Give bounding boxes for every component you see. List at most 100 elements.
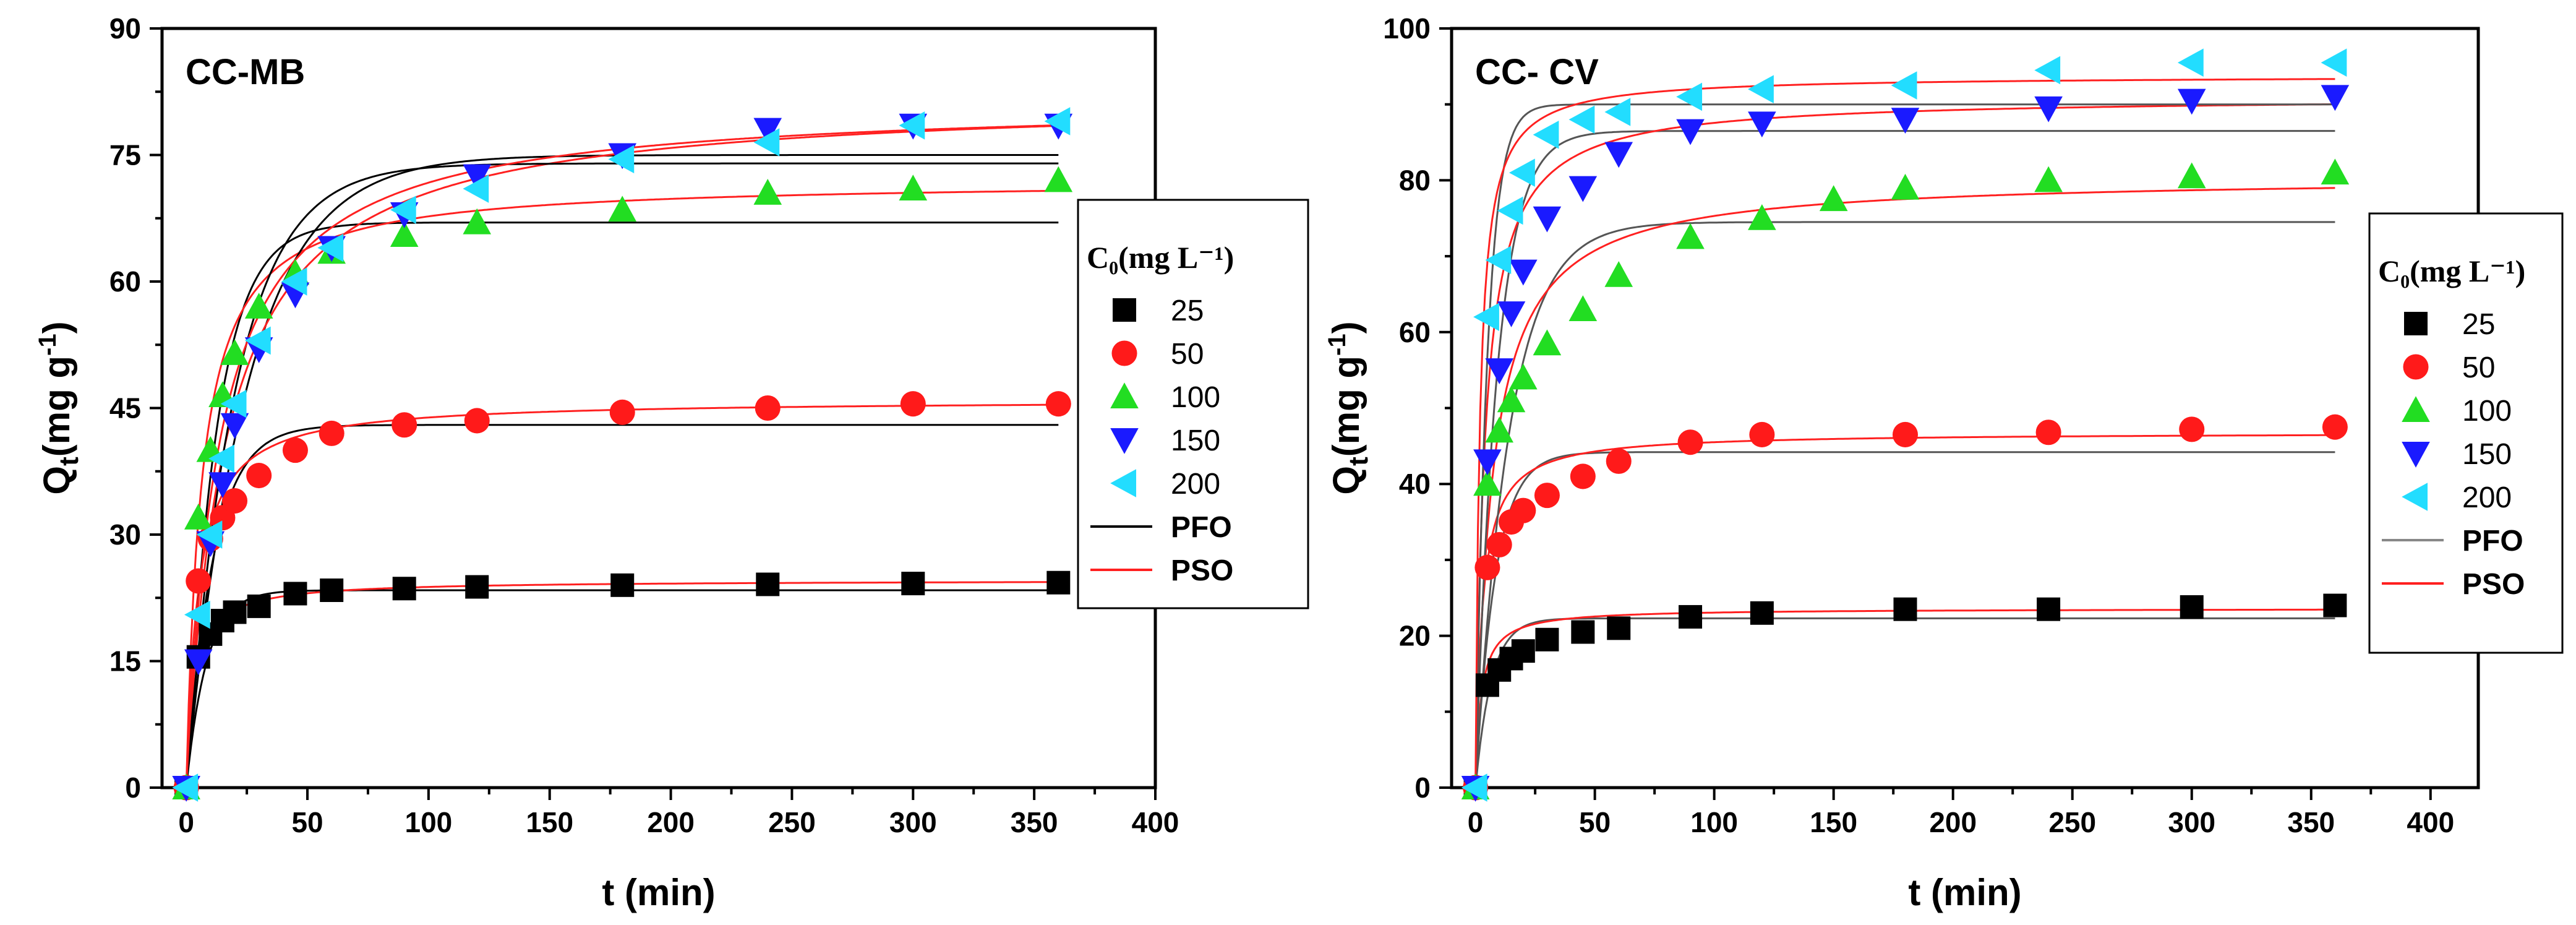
y-axis-title: Qt(mg g-1): [34, 321, 84, 494]
point-25: [756, 572, 780, 596]
point-150: [463, 164, 492, 191]
x-tick-label: 200: [1929, 806, 1977, 838]
point-200: [753, 128, 780, 157]
point-25: [283, 582, 307, 606]
point-100: [1473, 470, 1502, 496]
point-25: [1893, 597, 1917, 621]
point-100: [1509, 363, 1538, 390]
point-200: [608, 145, 635, 174]
point-50: [609, 399, 635, 425]
point-50: [1510, 497, 1536, 523]
point-200: [1509, 158, 1535, 187]
point-200: [2177, 48, 2204, 77]
legend-label-100: 100: [2462, 395, 2512, 428]
legend-title: C₀(mg L⁻¹): [2378, 254, 2525, 288]
point-50: [186, 568, 212, 594]
point-150: [1676, 119, 1705, 145]
legend: C₀(mg L⁻¹) 25 50 100 150 200 PFO PSO: [1077, 199, 1309, 609]
point-25: [465, 575, 489, 599]
pfo-curve-100: [185, 222, 1059, 788]
panel-title: CC- CV: [1475, 52, 1599, 92]
y-tick-label: 20: [1399, 620, 1431, 652]
legend-label-150: 150: [2462, 438, 2512, 471]
point-100: [1748, 204, 1776, 230]
x-tick-label: 100: [1690, 806, 1738, 838]
point-50: [392, 412, 417, 438]
legend-label-50: 50: [1171, 338, 1204, 371]
pso-curve-200: [185, 124, 1059, 788]
point-200: [1748, 75, 1774, 103]
x-tick-label: 250: [2048, 806, 2096, 838]
pfo-curve-25: [185, 589, 1059, 788]
legend-label-PFO: PFO: [2462, 525, 2523, 557]
pfo-curve-50: [185, 424, 1059, 788]
point-25: [901, 572, 925, 596]
point-100: [220, 339, 249, 365]
point-100: [1819, 185, 1848, 212]
point-50: [464, 408, 490, 434]
y-tick-label: 90: [109, 12, 141, 45]
point-100: [2321, 158, 2350, 185]
x-tick-label: 50: [291, 806, 323, 838]
legend: C₀(mg L⁻¹) 25 50 100 150 200 PFO PSO: [2368, 212, 2564, 654]
point-150: [2177, 88, 2206, 115]
chart-panel-1: 0 50 100 150 200 250 300 350 400 0 15 30 45 60 75 90 t (…: [34, 12, 1309, 913]
point-100: [244, 293, 273, 319]
x-tick-label: 250: [768, 806, 816, 838]
legend-marker-150: [1110, 428, 1139, 454]
data-points: [1461, 48, 2350, 802]
point-200: [184, 600, 210, 629]
point-100: [390, 221, 419, 247]
point-25: [2323, 593, 2347, 617]
point-50: [282, 437, 308, 463]
y-tick-label: 75: [109, 139, 141, 171]
point-200: [1473, 303, 1499, 332]
legend-marker-25: [2404, 312, 2428, 335]
point-200: [1891, 71, 1917, 100]
point-50: [1677, 429, 1703, 455]
point-25: [1511, 639, 1535, 663]
point-150: [208, 472, 237, 498]
point-200: [1676, 82, 1703, 111]
chart-panel-2: 0 50 100 150 200 250 300 350 400 0 20 40 60 80 100 t (m…: [1324, 12, 2564, 913]
point-50: [1570, 463, 1596, 489]
point-100: [1044, 166, 1073, 192]
x-tick-label: 150: [1810, 806, 1857, 838]
y-tick-label: 0: [1414, 772, 1431, 804]
pso-curve-150: [185, 124, 1059, 788]
y-tick-label: 60: [109, 265, 141, 298]
point-200: [1461, 773, 1487, 802]
pso-curve-25: [1474, 608, 2335, 788]
point-50: [1045, 391, 1071, 417]
point-25: [247, 594, 271, 618]
y-tick-label: 40: [1399, 468, 1431, 500]
legend-marker-200: [2402, 483, 2428, 511]
point-200: [1604, 98, 1631, 126]
point-100: [1485, 416, 1514, 443]
point-100: [608, 196, 637, 222]
pfo-curve-150: [185, 154, 1059, 788]
point-100: [1497, 386, 1526, 413]
x-axis-title: t (min): [602, 872, 715, 913]
y-tick-label: 100: [1383, 12, 1431, 45]
x-tick-label: 0: [1468, 806, 1484, 838]
point-100: [1533, 329, 1562, 356]
pfo-curve-150: [1474, 130, 2335, 788]
x-tick-label: 50: [1579, 806, 1611, 838]
point-50: [1486, 531, 1512, 557]
point-200: [1497, 196, 1523, 225]
point-100: [184, 503, 213, 530]
panel-title: CC-MB: [186, 52, 305, 92]
point-25: [2180, 595, 2204, 619]
point-25: [1571, 620, 1595, 644]
x-tick-label: 100: [405, 806, 453, 838]
point-200: [220, 389, 247, 418]
legend-label-100: 100: [1171, 381, 1220, 414]
point-25: [2037, 597, 2061, 621]
point-150: [1533, 206, 1562, 233]
legend-label-200: 200: [2462, 481, 2512, 514]
point-200: [2321, 48, 2347, 77]
point-200: [463, 174, 489, 203]
legend-label-50: 50: [2462, 351, 2495, 384]
y-tick-label: 45: [109, 392, 141, 424]
